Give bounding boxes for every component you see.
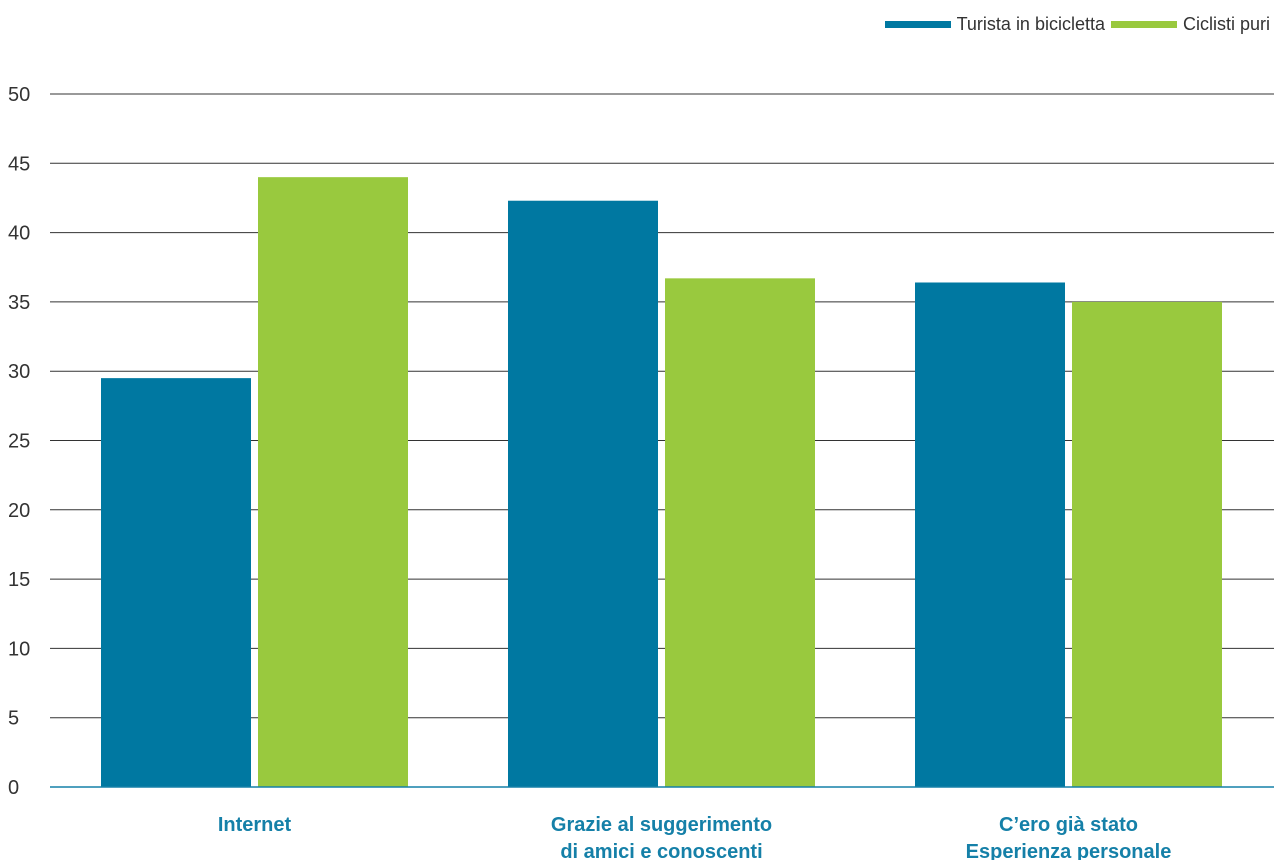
y-tick-label-10: 10 bbox=[8, 638, 30, 660]
y-tick-label-5: 5 bbox=[8, 708, 19, 730]
bar-ciclisti-1 bbox=[665, 278, 815, 787]
category-label-0-line-0: Internet bbox=[218, 814, 292, 836]
bar-turista-0 bbox=[101, 378, 251, 787]
bar-ciclisti-2 bbox=[1072, 301, 1222, 787]
y-tick-label-25: 25 bbox=[8, 431, 30, 453]
y-tick-label-40: 40 bbox=[8, 223, 30, 245]
legend-swatch-turista bbox=[884, 21, 951, 28]
y-tick-label-30: 30 bbox=[8, 361, 30, 383]
bar-turista-2 bbox=[915, 282, 1065, 787]
y-tick-label-20: 20 bbox=[8, 500, 30, 522]
legend-item-ciclisti: Ciclisti puri bbox=[1110, 14, 1270, 35]
category-label-2-line-1: Esperienza personale bbox=[966, 841, 1172, 860]
bar-ciclisti-0 bbox=[258, 177, 408, 787]
y-tick-label-15: 15 bbox=[8, 569, 30, 591]
category-label-2-line-0: C’ero già stato bbox=[999, 814, 1138, 836]
legend-label-turista: Turista in bicicletta bbox=[956, 14, 1105, 34]
legend-swatch-ciclisti bbox=[1110, 21, 1177, 28]
legend-item-turista: Turista in bicicletta bbox=[884, 14, 1105, 35]
y-tick-label-35: 35 bbox=[8, 292, 30, 314]
category-label-1-line-1: di amici e conoscenti bbox=[560, 841, 762, 860]
legend-label-ciclisti: Ciclisti puri bbox=[1182, 14, 1270, 34]
y-tick-label-45: 45 bbox=[8, 153, 30, 175]
category-label-1-line-0: Grazie al suggerimento bbox=[551, 814, 772, 836]
bar-turista-1 bbox=[508, 200, 658, 788]
y-tick-label-50: 50 bbox=[8, 84, 30, 106]
legend: Turista in bicicletta Ciclisti puri bbox=[879, 14, 1270, 35]
y-tick-label-0: 0 bbox=[8, 777, 19, 799]
